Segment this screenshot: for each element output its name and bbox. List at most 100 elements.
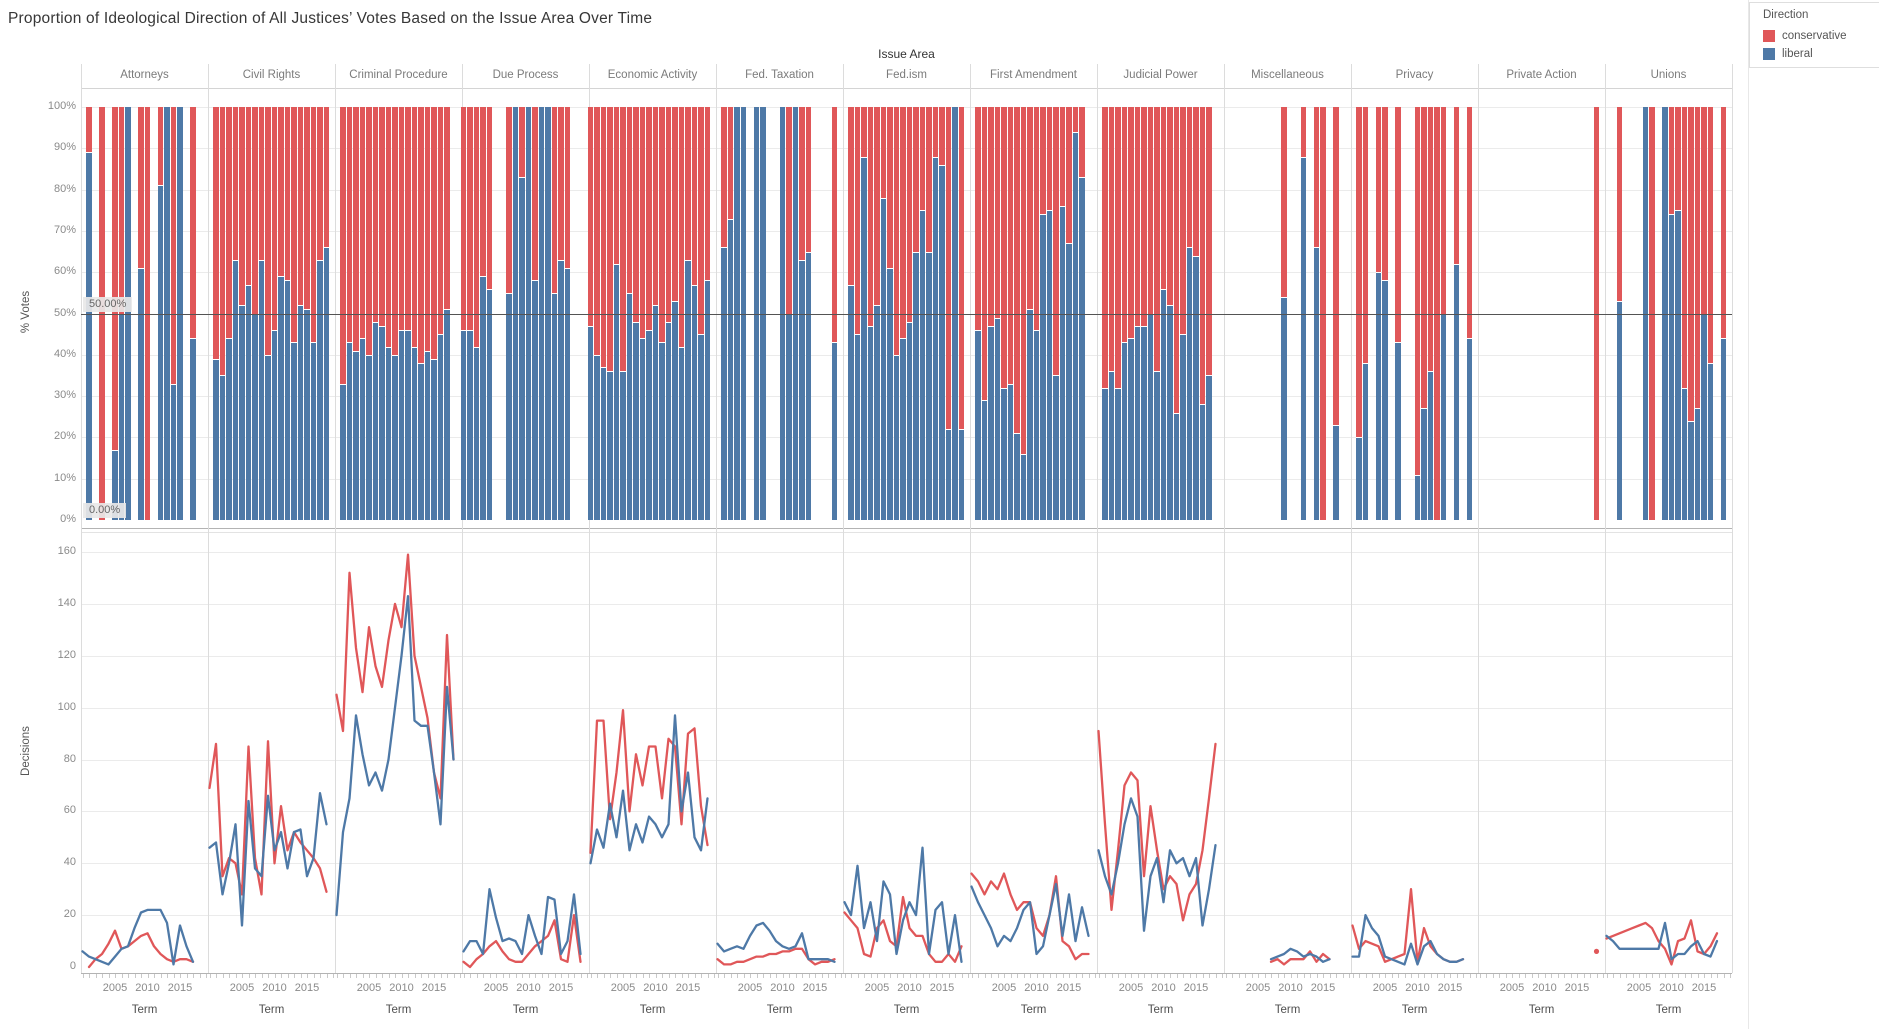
- bar-segment-liberal[interactable]: [639, 338, 646, 520]
- bar-segment-liberal[interactable]: [297, 305, 304, 520]
- bar-segment-conservative[interactable]: [799, 107, 805, 260]
- bar-segment-conservative[interactable]: [564, 107, 571, 269]
- bar-segment-liberal[interactable]: [1066, 243, 1072, 520]
- bar-segment-liberal[interactable]: [1160, 288, 1167, 520]
- bar-segment-liberal[interactable]: [727, 218, 734, 520]
- bar-segment-liberal[interactable]: [1281, 296, 1287, 520]
- bar-segment-conservative[interactable]: [831, 107, 838, 343]
- bar-segment-liberal[interactable]: [398, 330, 405, 520]
- bar-segment-liberal[interactable]: [1046, 210, 1053, 520]
- bar-segment-conservative[interactable]: [138, 107, 144, 269]
- bar-segment-conservative[interactable]: [1079, 107, 1085, 178]
- bar-segment-liberal[interactable]: [437, 334, 444, 520]
- bar-segment-conservative[interactable]: [981, 107, 988, 401]
- bar-segment-conservative[interactable]: [532, 107, 538, 281]
- bar-segment-conservative[interactable]: [346, 107, 353, 343]
- bar-segment-conservative[interactable]: [721, 107, 727, 248]
- bar-segment-liberal[interactable]: [981, 400, 988, 520]
- bar-segment-liberal[interactable]: [366, 354, 372, 520]
- bar-segment-liberal[interactable]: [1356, 437, 1362, 520]
- bar-segment-liberal[interactable]: [1121, 342, 1128, 520]
- bar-segment-conservative[interactable]: [613, 107, 620, 264]
- bar-segment-conservative[interactable]: [994, 107, 1001, 318]
- bar-segment-conservative[interactable]: [252, 107, 258, 314]
- bar-segment-liberal[interactable]: [685, 259, 691, 520]
- bar-segment-conservative[interactable]: [519, 107, 525, 178]
- bar-segment-liberal[interactable]: [861, 156, 867, 520]
- bar-segment-liberal[interactable]: [379, 325, 385, 520]
- bar-segment-conservative[interactable]: [1040, 107, 1046, 215]
- bar-segment-conservative[interactable]: [633, 107, 639, 322]
- bar-segment-conservative[interactable]: [112, 107, 118, 450]
- bar-segment-conservative[interactable]: [691, 107, 698, 285]
- bar-segment-conservative[interactable]: [1453, 107, 1460, 264]
- bar-segment-liberal[interactable]: [323, 247, 330, 520]
- bar-segment-conservative[interactable]: [1186, 107, 1193, 248]
- bar-segment-conservative[interactable]: [1668, 107, 1675, 215]
- bar-segment-liberal[interactable]: [1453, 263, 1460, 520]
- bar-segment-liberal[interactable]: [1108, 371, 1115, 520]
- bar-segment-liberal[interactable]: [304, 309, 310, 520]
- bar-segment-liberal[interactable]: [1027, 309, 1033, 520]
- bar-segment-liberal[interactable]: [1115, 387, 1121, 520]
- bar-segment-conservative[interactable]: [551, 107, 558, 293]
- bar-segment-conservative[interactable]: [213, 107, 219, 359]
- bar-segment-conservative[interactable]: [1173, 107, 1180, 413]
- bar-segment-conservative[interactable]: [704, 107, 711, 281]
- bar-segment-liberal[interactable]: [887, 268, 893, 520]
- bar-segment-conservative[interactable]: [366, 107, 372, 355]
- conservative-line[interactable]: [462, 913, 582, 969]
- bar-segment-liberal[interactable]: [271, 330, 278, 520]
- bar-segment-liberal[interactable]: [460, 330, 467, 520]
- bar-segment-conservative[interactable]: [353, 107, 359, 351]
- bar-segment-conservative[interactable]: [460, 107, 467, 331]
- bar-segment-liberal[interactable]: [1313, 247, 1320, 520]
- bar-segment-liberal[interactable]: [1668, 214, 1675, 520]
- bar-segment-conservative[interactable]: [678, 107, 685, 347]
- liberal-line[interactable]: [1605, 921, 1719, 961]
- bar-segment-conservative[interactable]: [1154, 107, 1160, 372]
- bar-segment-conservative[interactable]: [170, 107, 177, 384]
- bar-segment-liberal[interactable]: [226, 338, 232, 520]
- bar-segment-liberal[interactable]: [607, 371, 613, 520]
- bar-segment-liberal[interactable]: [1421, 408, 1427, 520]
- conservative-line[interactable]: [843, 895, 963, 963]
- bar-segment-liberal[interactable]: [880, 197, 887, 520]
- bar-segment-liberal[interactable]: [691, 284, 698, 520]
- conservative-line[interactable]: [87, 929, 195, 969]
- bar-segment-liberal[interactable]: [444, 309, 450, 520]
- bar-segment-conservative[interactable]: [867, 107, 874, 326]
- bar-segment-liberal[interactable]: [258, 259, 265, 520]
- bar-segment-liberal[interactable]: [190, 338, 196, 520]
- bar-segment-liberal[interactable]: [874, 305, 880, 520]
- bar-segment-conservative[interactable]: [1141, 107, 1147, 326]
- bar-segment-liberal[interactable]: [1033, 330, 1040, 520]
- bar-segment-liberal[interactable]: [480, 276, 486, 520]
- bar-segment-conservative[interactable]: [1466, 107, 1473, 339]
- bar-segment-liberal[interactable]: [652, 305, 659, 520]
- conservative-line[interactable]: [716, 947, 836, 966]
- bar-segment-liberal[interactable]: [1395, 342, 1401, 520]
- bar-segment-liberal[interactable]: [1102, 387, 1108, 520]
- bar-segment-conservative[interactable]: [1102, 107, 1108, 388]
- bar-segment-liberal[interactable]: [926, 251, 932, 520]
- bar-segment-liberal[interactable]: [1362, 363, 1369, 520]
- bar-segment-liberal[interactable]: [1427, 371, 1434, 520]
- liberal-line[interactable]: [1351, 913, 1465, 966]
- bar-segment-liberal[interactable]: [291, 342, 297, 520]
- bar-segment-conservative[interactable]: [1128, 107, 1134, 339]
- liberal-line[interactable]: [335, 594, 455, 917]
- bar-segment-conservative[interactable]: [975, 107, 981, 331]
- bar-segment-conservative[interactable]: [157, 107, 164, 186]
- bar-segment-liberal[interactable]: [385, 346, 392, 520]
- bar-segment-liberal[interactable]: [284, 280, 291, 520]
- bar-segment-conservative[interactable]: [1206, 107, 1212, 376]
- bar-segment-liberal[interactable]: [138, 268, 144, 520]
- bar-segment-conservative[interactable]: [190, 107, 196, 339]
- bar-segment-conservative[interactable]: [626, 107, 633, 293]
- bar-segment-conservative[interactable]: [932, 107, 939, 157]
- bar-segment-conservative[interactable]: [297, 107, 304, 306]
- bar-segment-liberal[interactable]: [1147, 313, 1154, 520]
- bar-segment-conservative[interactable]: [1313, 107, 1320, 248]
- bar-segment-conservative[interactable]: [558, 107, 564, 260]
